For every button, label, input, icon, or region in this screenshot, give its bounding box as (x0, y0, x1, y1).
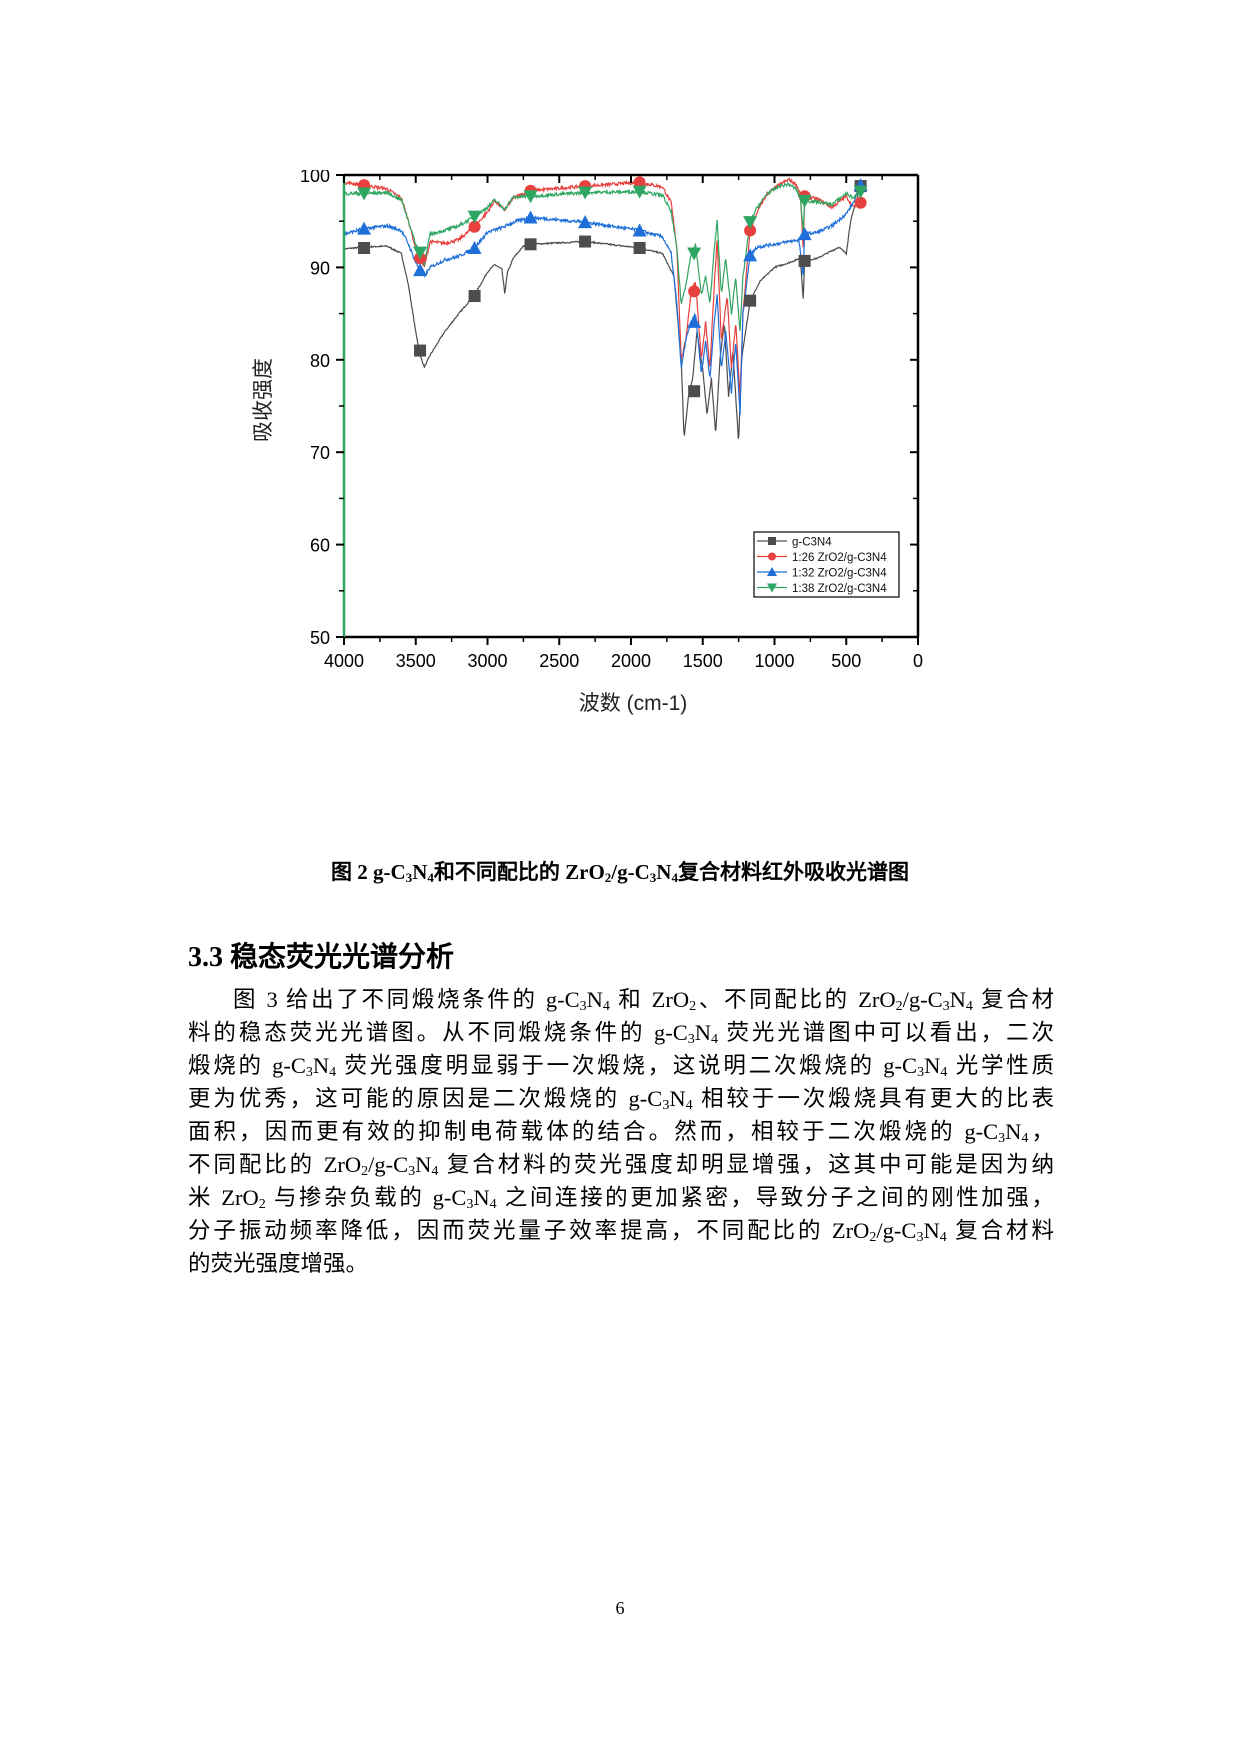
body-paragraph: 图 3 给出了不同煅烧条件的 g-C3N4 和 ZrO2、不同配比的 ZrO2/… (188, 983, 1054, 1280)
x-tick-label: 4000 (324, 651, 364, 671)
ir-spectrum-figure: 4000 3500 3000 2500 2000 1500 1000 500 0 50 60 70 80… (240, 170, 1040, 810)
paragraph-line: 的荧光强度增强。 (188, 1251, 369, 1276)
x-tick-label: 2500 (539, 651, 579, 671)
series-line-1 (343, 176, 865, 398)
series-markers-0 (358, 180, 867, 398)
y-tick-label: 60 (310, 536, 330, 556)
section-heading: 3.3 稳态荧光光谱分析 (188, 942, 455, 973)
y-tick-label: 100 (300, 170, 330, 186)
legend: g-C3N4 1:26 ZrO2/g-C3N4 1:32 ZrO2/g-C3N4 1:… (753, 531, 900, 598)
x-tick-label: 3000 (467, 651, 507, 671)
legend-entry: g-C3N4 (792, 537, 832, 549)
series-line-3 (343, 181, 865, 331)
x-tick-label: 2000 (611, 651, 651, 671)
x-tick-label: 1500 (683, 651, 723, 671)
paragraph-line: 煅烧的 g-C3N4 荧光强度明显弱于一次煅烧，这说明二次煅烧的 g-C3N4 … (188, 1053, 1054, 1080)
axes: 4000 3500 3000 2500 2000 1500 1000 500 0 50 60 70 80… (300, 170, 923, 671)
x-tick-label: 3500 (396, 651, 436, 671)
legend-entry: 1:32 ZrO2/g-C3N4 (792, 568, 887, 580)
paragraph-line: 分子振动频率降低，因而荧光量子效率提高，不同配比的 ZrO2/g-C3N4 复合… (188, 1218, 1054, 1245)
legend-entry: 1:26 ZrO2/g-C3N4 (792, 552, 887, 564)
figure-caption: 图 2 g-C3N4和不同配比的 ZrO2/g-C3N4复合材料红外吸收光谱图 (331, 860, 909, 885)
series-markers-3 (357, 185, 868, 261)
paragraph-line: 米 ZrO2 与掺杂负载的 g-C3N4 之间连接的更加紧密，导致分子之间的刚性… (188, 1185, 1054, 1212)
page-number: 6 (615, 1598, 625, 1618)
series-line-0 (343, 183, 865, 439)
y-tick-label: 70 (310, 443, 330, 463)
x-axis-title: 波数 (cm-1) (579, 692, 688, 715)
paragraph-line: 更为优秀，这可能的原因是二次煅烧的 g-C3N4 相较于一次煅烧具有更大的比表 (188, 1086, 1054, 1113)
y-tick-label: 90 (310, 258, 330, 278)
y-axis-title: 吸收强度 (252, 358, 275, 442)
y-tick-label: 80 (310, 351, 330, 371)
series-markers-1 (358, 176, 867, 298)
y-tick-label: 50 (310, 628, 330, 648)
legend-entry: 1:38 ZrO2/g-C3N4 (792, 583, 887, 595)
x-tick-label: 500 (831, 651, 861, 671)
series-markers-2 (357, 178, 868, 328)
series-line-2 (343, 181, 865, 415)
paragraph-line: 面积，因而更有效的抑制电荷载体的结合。然而，相较于二次煅烧的 g-C3N4， (188, 1119, 1054, 1146)
ir-spectrum-chart: 4000 3500 3000 2500 2000 1500 1000 500 0 50 60 70 80… (252, 170, 923, 715)
x-tick-label: 1000 (754, 651, 794, 671)
plot-area (343, 176, 868, 439)
paragraph-line: 图 3 给出了不同煅烧条件的 g-C3N4 和 ZrO2、不同配比的 ZrO2/… (233, 987, 1054, 1014)
paragraph-line: 料的稳态荧光光谱图。从不同煅烧条件的 g-C3N4 荧光光谱图中可以看出，二次 (188, 1020, 1054, 1047)
x-tick-label: 0 (913, 651, 923, 671)
paragraph-line: 不同配比的 ZrO2/g-C3N4 复合材料的荧光强度却明显增强，这其中可能是因… (188, 1152, 1054, 1179)
